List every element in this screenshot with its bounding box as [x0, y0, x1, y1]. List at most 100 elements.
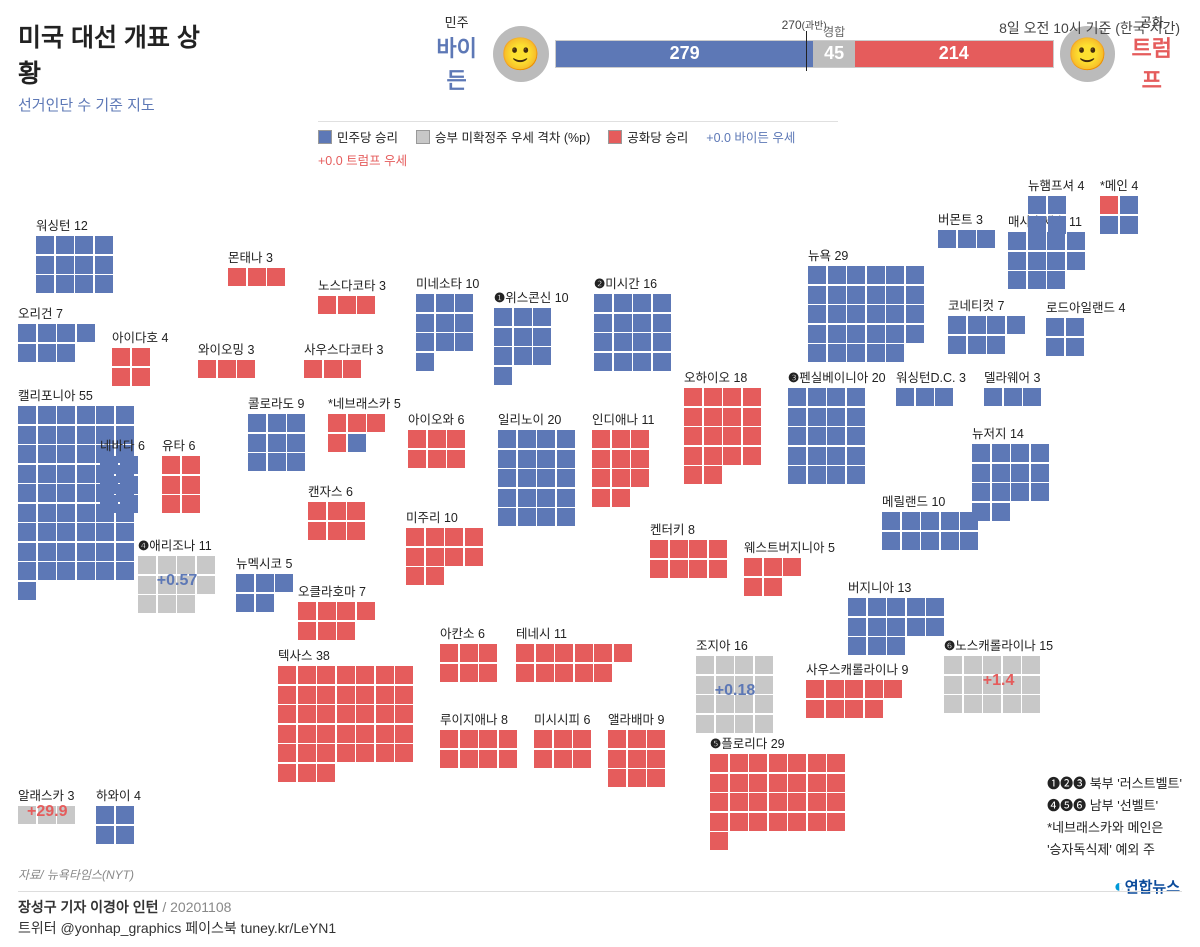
ev-cell [926, 598, 944, 616]
ev-cell [298, 622, 316, 640]
ev-cell [867, 305, 885, 323]
ev-cell [867, 344, 885, 362]
state-label: 뉴욕 29 [808, 245, 925, 264]
state-dc: 워싱턴D.C. 3 [896, 367, 966, 406]
ev-cell [709, 540, 727, 558]
ev-cell [886, 325, 904, 343]
ev-cell [845, 700, 863, 718]
state-sc: 사우스캐롤라이나 9 [806, 659, 908, 718]
ev-cell [376, 686, 394, 704]
ev-cell [744, 558, 762, 576]
ev-cell [670, 560, 688, 578]
state-label: *메인 4 [1100, 175, 1139, 194]
ev-cell [614, 333, 632, 351]
ev-cell [1031, 483, 1049, 501]
ev-cell [75, 256, 93, 274]
ev-cell [56, 256, 74, 274]
ev-cell [317, 725, 335, 743]
ev-cell [537, 489, 555, 507]
ev-cell [868, 637, 886, 655]
ev-cell [749, 813, 767, 831]
ev-cell [499, 750, 517, 768]
ev-cell [972, 464, 990, 482]
ev-cell [845, 680, 863, 698]
ev-cell [557, 469, 575, 487]
ev-seg-1: 45 [813, 41, 855, 67]
ev-cell [328, 434, 346, 452]
ev-cell [886, 305, 904, 323]
ev-cell [337, 602, 355, 620]
ev-cell [408, 430, 426, 448]
ev-cell [426, 567, 444, 585]
ev-cell [704, 447, 722, 465]
state-label: 아칸소 6 [440, 623, 499, 642]
ev-cell [628, 750, 646, 768]
state-ok: 오클라호마 7 [298, 581, 376, 640]
ev-cell [827, 388, 845, 406]
ev-cell [865, 680, 883, 698]
ev-cell [518, 469, 536, 487]
ev-cell [494, 367, 512, 385]
legend-trump-lead: +0.0 트럼프 우세 [318, 150, 407, 169]
ev-cell [987, 336, 1005, 354]
state-ga: 조지아 16+0.18 [696, 635, 774, 733]
ev-cell [533, 328, 551, 346]
ev-cell [808, 408, 826, 426]
ev-cell [972, 444, 990, 462]
ev-cell [57, 484, 75, 502]
state-label: 유타 6 [162, 435, 201, 454]
legend-dem: 민주당 승리 [337, 127, 398, 146]
ev-cell [788, 388, 806, 406]
ev-cell [533, 347, 551, 365]
ev-cell [120, 456, 138, 474]
ev-cell [828, 305, 846, 323]
state-label: 델라웨어 3 [984, 367, 1043, 386]
ev-cell [788, 427, 806, 445]
state-label: ❺플로리다 29 [710, 733, 847, 752]
ev-cell [730, 793, 748, 811]
ev-cell [684, 408, 702, 426]
ev-cell [743, 427, 761, 445]
state-id: 아이다호 4 [112, 327, 168, 386]
ev-cell [653, 294, 671, 312]
ev-cell [455, 314, 473, 332]
ev-cell [182, 456, 200, 474]
ev-cell [704, 466, 722, 484]
ev-cell [684, 466, 702, 484]
ev-cell [536, 664, 554, 682]
ev-cell [848, 598, 866, 616]
ev-cell [38, 504, 56, 522]
ev-cell [868, 618, 886, 636]
ev-cell [318, 622, 336, 640]
ev-cell [494, 347, 512, 365]
ev-cell [95, 256, 113, 274]
ev-cell [100, 456, 118, 474]
ev-cell [77, 406, 95, 424]
ev-cell [77, 445, 95, 463]
ev-cell [594, 353, 612, 371]
ev-cell [1066, 338, 1084, 356]
ev-cell [38, 406, 56, 424]
ev-cell [769, 793, 787, 811]
ev-cell [1048, 216, 1066, 234]
ev-cell [743, 447, 761, 465]
ev-cell [116, 806, 134, 824]
ev-cell [723, 427, 741, 445]
ev-cell [594, 294, 612, 312]
ev-cell [357, 602, 375, 620]
ev-cell [38, 484, 56, 502]
ev-cell [847, 305, 865, 323]
ev-cell [886, 266, 904, 284]
ev-cell [886, 286, 904, 304]
state-in: 인디애나 11 [592, 409, 654, 507]
ev-cell [557, 489, 575, 507]
state-mt: 몬태나 3 [228, 247, 287, 286]
state-label: 뉴멕시코 5 [236, 553, 295, 572]
state-label: 인디애나 11 [592, 409, 654, 428]
ev-cell [847, 388, 865, 406]
ev-cell [769, 774, 787, 792]
ev-cell [631, 450, 649, 468]
ev-cell [447, 430, 465, 448]
ev-cell [1011, 444, 1029, 462]
ev-cell [518, 450, 536, 468]
